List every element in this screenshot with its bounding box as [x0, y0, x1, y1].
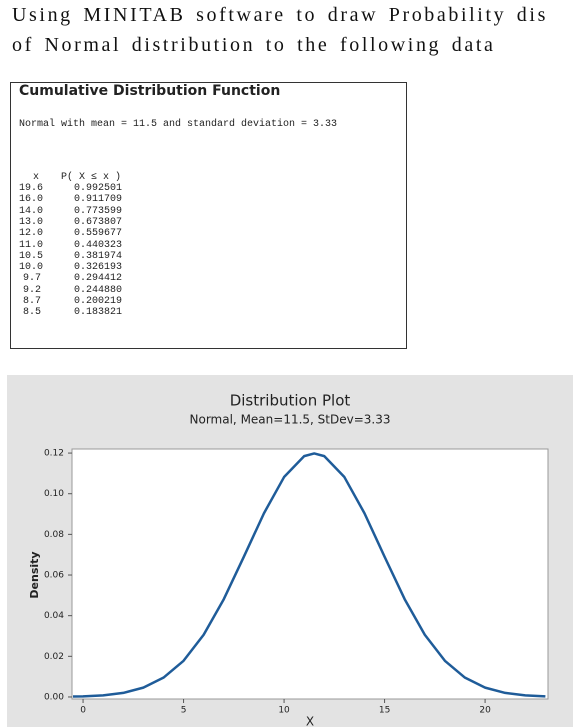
chart-title: Distribution Plot [230, 392, 351, 410]
table-cell: 0.200219 [74, 296, 123, 307]
table-cell: 8.5 [22, 307, 41, 319]
y-tick-label: 0.08 [44, 530, 64, 540]
table-cell: 9.2 [22, 284, 41, 296]
y-tick-label: 0.06 [44, 571, 64, 581]
x-tick-label: 15 [379, 706, 390, 716]
table-header: x [33, 172, 40, 183]
table-title: Cumulative Distribution Function [19, 83, 281, 99]
table-cell: 0.183821 [74, 307, 123, 319]
table-cell: 0.992501 [74, 183, 123, 194]
table-cell: 0.244880 [74, 284, 123, 296]
table-cell: 0.673807 [74, 216, 123, 228]
table-subtitle: Normal with mean = 11.5 and standard dev… [19, 119, 338, 130]
chart: Distribution Plot Normal, Mean=11.5, StD… [7, 375, 573, 727]
table-cell: 10.5 [19, 250, 44, 262]
x-tick-label: 0 [80, 706, 86, 716]
table-header: P( X ≤ x ) [61, 172, 122, 183]
table-cell: 0.559677 [74, 228, 123, 240]
table-cell: 19.6 [19, 183, 44, 194]
table-cell: 14.0 [19, 205, 44, 217]
table-cell: 9.7 [22, 273, 41, 285]
table-cell: 0.440323 [74, 239, 123, 251]
plot-area [71, 448, 549, 700]
table-cell: 0.326193 [74, 262, 123, 274]
intro-line: of Normal distribution to the following … [12, 34, 496, 56]
table-cell: 0.381974 [74, 250, 123, 262]
y-tick-label: 0.00 [44, 692, 64, 702]
x-axis-label: X [306, 715, 314, 727]
intro-line: Using MINITAB software to draw Probabili… [12, 4, 548, 26]
table-cell: 13.0 [19, 216, 44, 228]
table-cell: 8.7 [22, 296, 41, 307]
table-cell: 12.0 [19, 228, 44, 240]
x-tick-label: 5 [181, 706, 187, 716]
y-axis-label: Density [28, 551, 41, 598]
x-tick-label: 20 [479, 706, 491, 716]
table-cell: 0.294412 [74, 273, 123, 285]
table-cell: 10.0 [19, 262, 44, 274]
y-tick-label: 0.02 [44, 652, 64, 662]
table-cell: 11.0 [19, 239, 44, 251]
density-curve [72, 452, 546, 698]
chart-subtitle: Normal, Mean=11.5, StDev=3.33 [190, 413, 391, 427]
y-tick-label: 0.04 [44, 611, 64, 621]
table-box: Cumulative Distribution Function Normal … [10, 82, 407, 349]
table-cell: 0.773599 [74, 205, 123, 217]
table-cell: 0.911709 [74, 194, 123, 206]
y-tick-label: 0.12 [44, 449, 64, 459]
y-tick-label: 0.10 [44, 489, 64, 499]
x-tick-label: 10 [278, 706, 290, 716]
table-cell: 16.0 [19, 194, 44, 206]
